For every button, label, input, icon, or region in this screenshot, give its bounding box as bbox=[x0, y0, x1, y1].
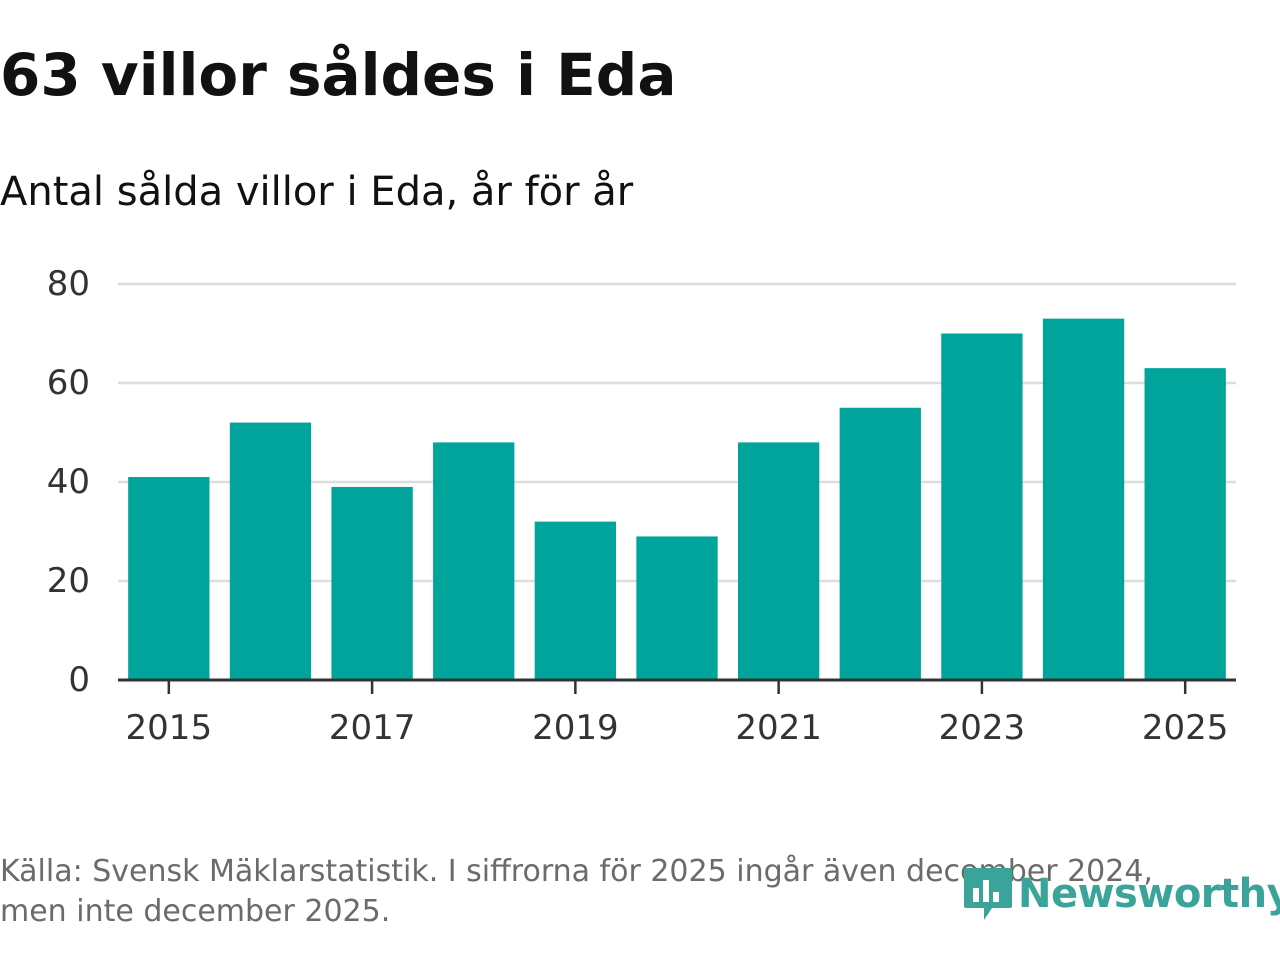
y-tick-label-0: 0 bbox=[68, 660, 90, 700]
source-line-2: men inte december 2025. bbox=[0, 894, 391, 929]
newsworthy-bar-icon bbox=[964, 868, 1012, 920]
x-tick-label-2021: 2021 bbox=[735, 708, 822, 748]
x-tick-label-2017: 2017 bbox=[329, 708, 416, 748]
x-tick-label-2023: 2023 bbox=[939, 708, 1026, 748]
bar-2024 bbox=[1042, 318, 1125, 680]
y-tick-label-60: 60 bbox=[47, 363, 90, 403]
bars bbox=[128, 318, 1226, 680]
y-tick-label-40: 40 bbox=[47, 462, 90, 502]
x-tick-label-2015: 2015 bbox=[126, 708, 213, 748]
axes bbox=[118, 678, 1236, 694]
chart-subtitle: Antal sålda villor i Eda, år för år bbox=[0, 169, 634, 215]
bar-2025 bbox=[1144, 368, 1226, 680]
x-tick-label-2019: 2019 bbox=[532, 708, 619, 748]
x-tick-label-2025: 2025 bbox=[1142, 708, 1229, 748]
newsworthy-logo: Newsworthy bbox=[962, 862, 1280, 926]
bar-2016 bbox=[229, 422, 312, 680]
source-note: Källa: Svensk Mäklarstatistik. I siffror… bbox=[0, 852, 1240, 932]
bar-2022 bbox=[839, 407, 921, 680]
bar-2020 bbox=[636, 536, 718, 680]
bar-2017 bbox=[331, 486, 413, 680]
chart-title: 63 villor såldes i Eda bbox=[0, 41, 677, 109]
bar-2015 bbox=[128, 477, 210, 680]
bar-2023 bbox=[941, 333, 1023, 680]
y-tick-label-80: 80 bbox=[47, 264, 90, 304]
bar-2018 bbox=[433, 442, 515, 680]
x-tick-labels: 2015 2017 2019 2021 2023 2025 bbox=[126, 708, 1229, 748]
bar-2021 bbox=[737, 442, 820, 680]
source-line-1: Källa: Svensk Mäklarstatistik. I siffror… bbox=[0, 854, 1153, 889]
bar-chart: 0 20 40 60 80 2015 2017 2019 2021 2023 2025 bbox=[47, 264, 1236, 748]
y-tick-label-20: 20 bbox=[47, 561, 90, 601]
y-tick-labels: 0 20 40 60 80 bbox=[47, 264, 90, 700]
logo-text: Newsworthy bbox=[1018, 871, 1280, 917]
bar-2019 bbox=[534, 521, 617, 680]
